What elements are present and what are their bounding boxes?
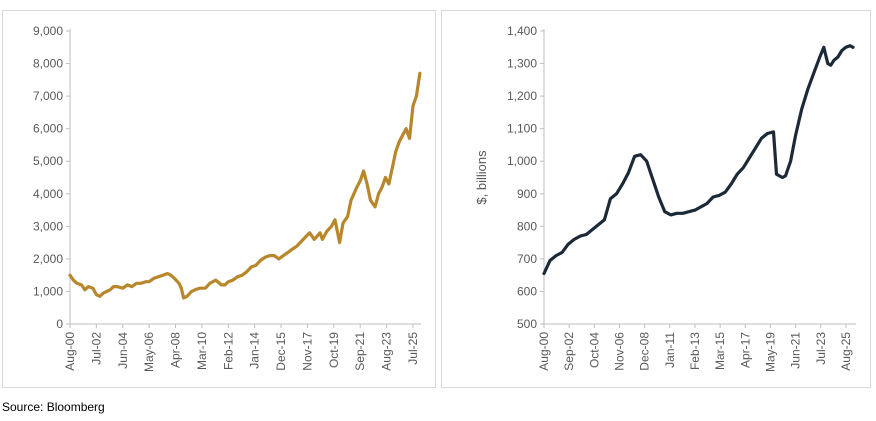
- x-tick-label: Jan-11: [663, 332, 677, 368]
- y-tick-label: 7,000: [33, 89, 63, 103]
- y-tick-label: 5,000: [33, 154, 63, 168]
- x-tick-label: Jul-02: [89, 332, 103, 365]
- x-tick-label: Mar-10: [195, 332, 209, 370]
- x-tick-label: Sep-02: [562, 332, 576, 371]
- x-tick-label: Mar-15: [713, 332, 727, 370]
- series-line: [68, 71, 422, 300]
- left-chart: 0 1,000 2,000 3,000 4,000 5,000 6,000 7,000 8,00…: [33, 24, 422, 372]
- x-tick-label: Jun-21: [789, 332, 803, 369]
- x-tick-label: Aug-23: [380, 332, 394, 371]
- x-tick-label: Apr-08: [169, 332, 183, 368]
- x-tick-label: Dec-15: [274, 332, 288, 371]
- x-tick-label: Sep-21: [353, 332, 367, 371]
- x-tick-label: Feb-13: [688, 332, 702, 370]
- x-tick-label: Aug-00: [537, 332, 551, 371]
- right-chart-panel: 500 600 700 800 900 1,000 1,100 1,200 1,300 1,400…: [441, 10, 871, 388]
- x-tick-label: Oct-04: [587, 332, 601, 368]
- y-tick-label: 2,000: [33, 252, 63, 266]
- x-tick-label: Jul-23: [814, 332, 828, 365]
- y-tick-label: 1,400: [507, 24, 537, 38]
- y-tick-label: 600: [517, 284, 537, 298]
- y-tick-label: 9,000: [33, 24, 63, 38]
- x-tick-label: Jul-25: [406, 332, 420, 365]
- x-tick-label: Apr-17: [738, 332, 752, 368]
- y-tick-label: 500: [517, 317, 537, 331]
- y-tick-label: 3,000: [33, 219, 63, 233]
- right-chart: 500 600 700 800 900 1,000 1,100 1,200 1,300 1,400…: [474, 24, 856, 372]
- y-tick-label: 0: [56, 317, 63, 331]
- y-axis-title: $, billions: [474, 150, 489, 205]
- y-tick-label: 1,000: [507, 154, 537, 168]
- y-tick-label: 1,300: [507, 57, 537, 71]
- y-tick-label: 1,100: [507, 122, 537, 136]
- x-tick-label: Nov-17: [300, 332, 314, 371]
- x-tick-label: Jan-14: [248, 332, 262, 369]
- x-tick-label: Dec-08: [638, 332, 652, 371]
- y-tick-label: 900: [517, 187, 537, 201]
- y-tick-label: 8,000: [33, 57, 63, 71]
- x-tick-label: Jun-04: [116, 332, 130, 369]
- x-tick-label: Nov-06: [612, 332, 626, 371]
- y-tick-label: 700: [517, 252, 537, 266]
- series-line: [542, 44, 855, 276]
- x-tick-label: Oct-19: [327, 332, 341, 368]
- y-tick-label: 1,000: [33, 284, 63, 298]
- x-tick-label: May-19: [763, 332, 777, 372]
- y-tick-label: 6,000: [33, 122, 63, 136]
- x-tick-label: Aug-25: [839, 332, 853, 371]
- y-tick-label: 1,200: [507, 89, 537, 103]
- x-tick-label: Feb-12: [221, 332, 235, 370]
- left-chart-panel: 0 1,000 2,000 3,000 4,000 5,000 6,000 7,000 8,00…: [2, 10, 436, 388]
- x-tick-label: May-06: [142, 332, 156, 372]
- y-tick-label: 4,000: [33, 187, 63, 201]
- y-tick-label: 800: [517, 219, 537, 233]
- source-note: Source: Bloomberg: [2, 400, 105, 414]
- x-tick-label: Aug-00: [63, 332, 77, 371]
